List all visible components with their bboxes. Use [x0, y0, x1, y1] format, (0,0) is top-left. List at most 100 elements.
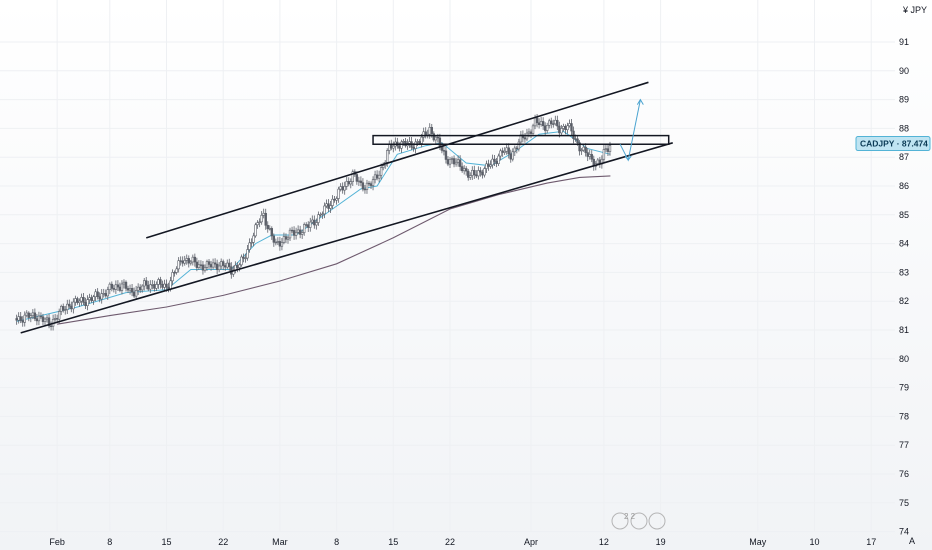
candle-body — [193, 256, 197, 263]
candle-body — [149, 284, 152, 290]
candle-body — [39, 315, 43, 318]
candle-body — [493, 158, 496, 162]
y-tick-label: 88 — [899, 123, 909, 133]
candle-body — [96, 291, 99, 297]
candle-body — [537, 122, 541, 125]
candle-body — [280, 242, 284, 247]
candle-body — [491, 158, 494, 166]
candle-body — [112, 288, 116, 290]
candle-body — [552, 123, 555, 125]
candle-body — [266, 224, 269, 230]
candles — [15, 113, 612, 331]
candle-body — [503, 150, 506, 153]
candle-body — [207, 261, 211, 265]
candle-body — [355, 174, 359, 182]
candle-body — [205, 261, 209, 268]
candle-body — [373, 174, 377, 180]
candle-body — [130, 288, 134, 293]
candle-body — [339, 186, 342, 190]
auto-scale-button[interactable]: A — [909, 536, 915, 546]
y-tick-label: 84 — [899, 239, 909, 249]
candle-body — [151, 284, 154, 286]
candle-body — [256, 222, 259, 226]
candle-body — [136, 286, 140, 291]
time-axis[interactable]: Feb 8 15 22 Mar 8 15 22 Apr 12 19 May 10 17 — [49, 537, 876, 547]
candle-body — [98, 296, 101, 300]
candle-body — [416, 141, 419, 143]
candle-body — [432, 133, 435, 141]
candle-body — [236, 264, 239, 268]
candle-body — [201, 264, 205, 271]
candle-body — [473, 169, 476, 176]
candle-body — [147, 284, 150, 290]
x-tick-label: Mar — [272, 537, 288, 547]
x-tick-label: 12 — [599, 537, 609, 547]
watermark-circle-left — [611, 512, 629, 530]
candle-body — [347, 181, 350, 185]
candle-body — [495, 161, 498, 164]
candle-body — [264, 212, 267, 226]
candle-body — [122, 281, 126, 285]
candle-body — [321, 213, 324, 215]
candle-body — [349, 181, 352, 185]
candle-body — [286, 237, 290, 240]
candle-body — [62, 306, 65, 311]
candle-body — [560, 128, 563, 134]
candle-body — [471, 169, 474, 176]
candle-body — [179, 260, 182, 262]
candle-body — [134, 290, 138, 297]
candle-body — [80, 297, 83, 302]
candle-body — [442, 150, 446, 152]
candle-body — [155, 284, 158, 289]
candle-body — [219, 261, 223, 267]
candle-body — [108, 283, 112, 290]
candle-body — [452, 158, 456, 165]
x-tick-label: 19 — [656, 537, 666, 547]
candle-body — [580, 149, 583, 152]
candle-body — [556, 119, 559, 127]
price-axis[interactable]: ¥ JPY 74 75 76 77 78 79 80 81 82 83 84 85 86 87 88 89 90… — [899, 5, 927, 537]
candle-body — [570, 123, 573, 132]
candle-body — [485, 163, 488, 169]
candle-body — [141, 285, 144, 291]
candle-body — [341, 186, 344, 191]
candle-body — [27, 312, 30, 318]
candle-body — [94, 291, 97, 298]
candle-body — [124, 281, 128, 289]
candle-body — [317, 214, 320, 223]
candle-body — [120, 283, 124, 291]
candle-body — [440, 146, 444, 151]
candle-body — [175, 268, 178, 273]
candle-body — [159, 279, 162, 285]
trendline-drawings[interactable] — [20, 81, 673, 334]
candle-body — [189, 261, 192, 264]
candle-body — [487, 163, 490, 167]
candle-body — [272, 235, 276, 243]
candle-body — [367, 182, 371, 185]
candle-body — [596, 159, 600, 164]
candle-body — [554, 119, 557, 125]
candle-body — [145, 280, 148, 286]
candle-body — [505, 147, 508, 152]
y-tick-label: 83 — [899, 267, 909, 277]
candle-body — [35, 318, 39, 322]
candle-body — [489, 164, 492, 167]
x-tick-label: 22 — [218, 537, 228, 547]
candle-body — [359, 180, 363, 183]
watermark-text: 2 2 — [624, 512, 636, 521]
candle-body — [126, 288, 130, 291]
auto-scale-label: A — [909, 536, 915, 546]
candle-body — [284, 236, 288, 240]
candle-body — [294, 232, 298, 236]
candle-body — [47, 317, 51, 327]
y-tick-label: 79 — [899, 383, 909, 393]
candle-body — [258, 221, 261, 223]
candle-body — [70, 305, 73, 310]
candle-body — [100, 293, 103, 300]
candle-body — [19, 316, 22, 321]
x-tick-label: 8 — [107, 537, 112, 547]
x-tick-label: 15 — [388, 537, 398, 547]
x-tick-label: 22 — [445, 537, 455, 547]
candle-body — [590, 154, 593, 160]
